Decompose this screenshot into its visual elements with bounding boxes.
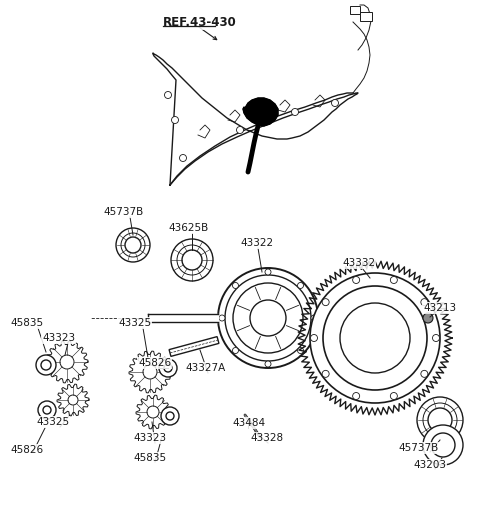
Circle shape <box>311 335 317 342</box>
Circle shape <box>265 269 271 275</box>
Circle shape <box>177 245 207 275</box>
Circle shape <box>353 393 360 400</box>
Circle shape <box>143 365 157 379</box>
Circle shape <box>121 233 145 257</box>
Polygon shape <box>298 261 452 415</box>
Circle shape <box>232 347 239 354</box>
Circle shape <box>291 108 299 116</box>
Text: 45737B: 45737B <box>103 207 143 217</box>
Circle shape <box>298 282 303 289</box>
Circle shape <box>43 406 51 414</box>
Circle shape <box>116 228 150 262</box>
Text: 43323: 43323 <box>42 333 75 343</box>
Circle shape <box>237 127 243 133</box>
Circle shape <box>432 335 440 342</box>
Circle shape <box>161 407 179 425</box>
Circle shape <box>298 347 303 354</box>
Circle shape <box>340 303 410 373</box>
Circle shape <box>233 283 303 353</box>
Circle shape <box>171 239 213 281</box>
Text: 43325: 43325 <box>36 417 69 427</box>
Circle shape <box>60 355 74 369</box>
Circle shape <box>125 237 141 253</box>
Circle shape <box>225 275 311 361</box>
Text: 43332: 43332 <box>342 258 375 268</box>
Circle shape <box>390 277 397 283</box>
Circle shape <box>36 355 56 375</box>
Text: 43203: 43203 <box>413 460 446 470</box>
Circle shape <box>311 315 317 321</box>
Polygon shape <box>148 314 218 322</box>
Circle shape <box>423 403 457 437</box>
Circle shape <box>68 395 78 405</box>
Text: 43325: 43325 <box>118 318 151 328</box>
Circle shape <box>250 300 286 336</box>
Circle shape <box>166 412 174 420</box>
Circle shape <box>232 282 239 289</box>
Circle shape <box>219 315 225 321</box>
Polygon shape <box>169 337 219 356</box>
Polygon shape <box>153 53 358 185</box>
Circle shape <box>171 117 179 123</box>
Bar <box>360 12 372 21</box>
Circle shape <box>428 408 452 432</box>
Circle shape <box>423 313 433 323</box>
Circle shape <box>164 364 172 372</box>
Circle shape <box>322 299 329 305</box>
Circle shape <box>38 401 56 419</box>
Circle shape <box>417 397 463 443</box>
Text: 45826: 45826 <box>10 445 43 455</box>
Text: 43327A: 43327A <box>185 363 225 373</box>
Text: 43625B: 43625B <box>168 223 208 233</box>
Polygon shape <box>129 351 171 393</box>
Bar <box>350 6 360 14</box>
Circle shape <box>423 425 463 465</box>
Text: 45737B: 45737B <box>398 443 438 453</box>
Circle shape <box>322 370 329 378</box>
Polygon shape <box>136 395 170 429</box>
Circle shape <box>41 360 51 370</box>
Text: REF.43-430: REF.43-430 <box>163 16 237 28</box>
Circle shape <box>159 359 177 377</box>
Circle shape <box>421 370 428 378</box>
Circle shape <box>353 277 360 283</box>
Circle shape <box>182 250 202 270</box>
Polygon shape <box>243 98 278 126</box>
Text: 43484: 43484 <box>232 418 265 428</box>
Polygon shape <box>46 341 88 383</box>
Circle shape <box>218 268 318 368</box>
Text: 45826: 45826 <box>138 358 171 368</box>
Text: 45835: 45835 <box>10 318 43 328</box>
Circle shape <box>431 433 455 457</box>
Circle shape <box>265 361 271 367</box>
Text: 43323: 43323 <box>133 433 166 443</box>
Circle shape <box>310 273 440 403</box>
Circle shape <box>323 286 427 390</box>
Polygon shape <box>57 384 89 416</box>
Circle shape <box>390 393 397 400</box>
Circle shape <box>332 99 338 107</box>
Text: 43213: 43213 <box>423 303 456 313</box>
Circle shape <box>180 154 187 162</box>
Text: 45835: 45835 <box>133 453 166 463</box>
Circle shape <box>147 406 159 418</box>
Circle shape <box>165 92 171 98</box>
Text: 43328: 43328 <box>250 433 283 443</box>
Circle shape <box>421 299 428 305</box>
Text: 43322: 43322 <box>240 238 273 248</box>
